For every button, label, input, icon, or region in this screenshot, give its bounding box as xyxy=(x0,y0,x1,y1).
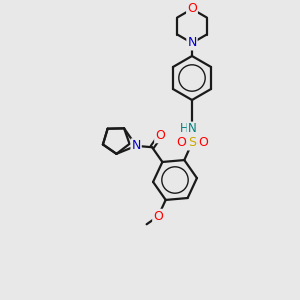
Text: H: H xyxy=(180,122,188,136)
Text: O: O xyxy=(155,129,165,142)
Text: N: N xyxy=(188,122,196,136)
Text: N: N xyxy=(187,37,197,50)
Text: O: O xyxy=(187,2,197,16)
Text: N: N xyxy=(131,139,141,152)
Text: S: S xyxy=(188,136,196,149)
Text: O: O xyxy=(198,136,208,149)
Text: O: O xyxy=(176,136,186,149)
Text: O: O xyxy=(153,210,163,223)
